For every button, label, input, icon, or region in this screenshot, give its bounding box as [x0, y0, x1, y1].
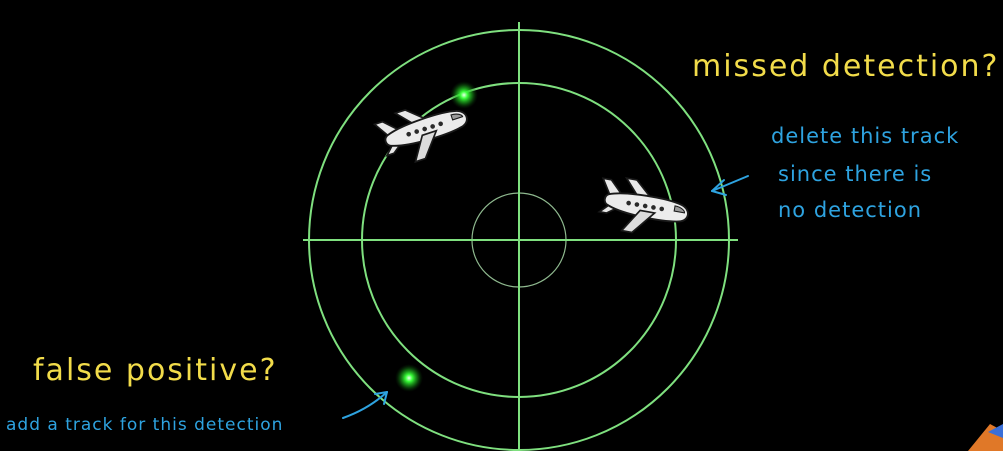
- corner-logo-accent: [988, 424, 1003, 438]
- delete-track-note-line2: since there is: [778, 162, 932, 186]
- arrow-icon: [342, 391, 388, 419]
- detection-blip-icon: [450, 81, 478, 109]
- false-positive-label: false positive?: [33, 353, 278, 388]
- add-track-note: add a track for this detection: [6, 415, 283, 435]
- delete-track-note-line3: no detection: [778, 198, 922, 222]
- missed-detection-label: missed detection?: [692, 49, 999, 84]
- arrow-icon: [711, 175, 749, 196]
- delete-track-note-line1: delete this track: [771, 124, 959, 148]
- detection-blip-icon: [395, 364, 423, 392]
- airplane-icon: [593, 173, 694, 243]
